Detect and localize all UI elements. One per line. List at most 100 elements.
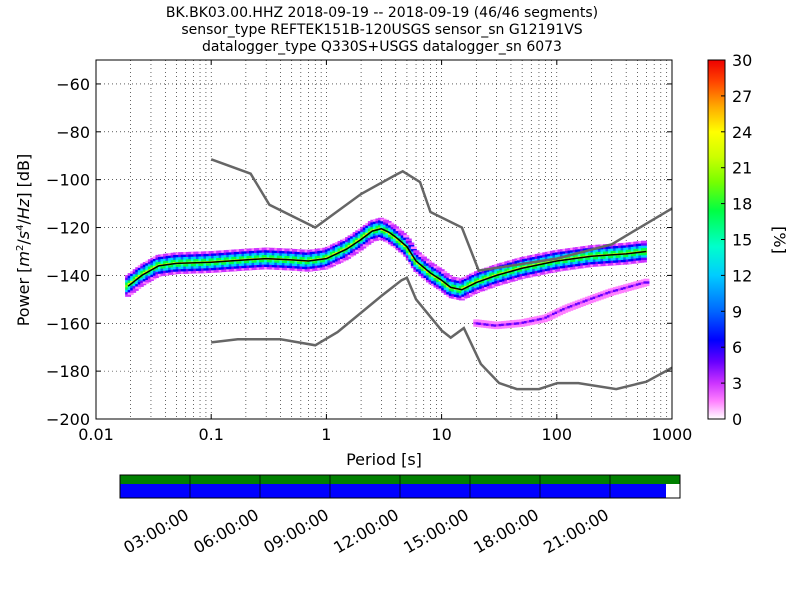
heatmap-cell — [147, 278, 154, 281]
heatmap-cell — [425, 260, 432, 264]
y-tick-label: −100 — [46, 171, 90, 190]
heatmap-cell — [400, 232, 407, 236]
chart-title: BK.BK03.00.HHZ 2018-09-19 -- 2018-09-19 … — [166, 5, 598, 55]
heatmap-cell — [398, 230, 405, 234]
y-tick-label: −60 — [56, 75, 90, 94]
heatmap-cell — [640, 255, 647, 258]
heatmap-cell — [643, 281, 650, 284]
heatmap-cell — [436, 267, 443, 271]
heatmap-cell — [360, 245, 367, 249]
noise-model-curves — [127, 158, 673, 391]
heatmap-cell — [135, 286, 142, 289]
heatmap-cell — [405, 238, 412, 242]
heatmap-cell — [640, 243, 647, 246]
heatmap-cell — [403, 235, 410, 238]
colorbar-tick-label: 6 — [732, 338, 742, 357]
heatmap-cell — [428, 262, 435, 266]
colorbar-tick-label: 27 — [732, 87, 752, 106]
heatmap-cell — [362, 244, 369, 247]
colorbar-tick-label: 30 — [732, 51, 752, 70]
colorbar-label: [%] — [770, 226, 789, 254]
x-tick-label: 1 — [321, 425, 331, 444]
plot-area: 0.01 0.1 1 10 100 1000 −60 −80 −100 −120 −140 −160… — [46, 59, 692, 444]
colorbar-tick-label: 9 — [732, 302, 742, 321]
heatmap-cell — [355, 249, 362, 253]
heatmap-cell — [150, 276, 157, 280]
heatmap-cell — [640, 252, 647, 256]
heatmap-cell — [441, 271, 448, 274]
heatmap-cell — [640, 259, 647, 263]
y-axis-label: Power [m2/s4/Hz] [dB] — [14, 154, 33, 327]
heatmap-cell — [410, 246, 417, 250]
heatmap-cell — [433, 265, 440, 269]
heatmap-cell — [640, 257, 647, 261]
heatmap-cell — [393, 226, 400, 229]
title-line-3: datalogger_type Q330S+USGS datalogger_sn… — [202, 39, 562, 55]
time-tick-label: 12:00:00 — [330, 505, 402, 557]
heatmap-cell — [137, 284, 144, 287]
heatmap-cell — [127, 292, 134, 295]
colorbar-ticks: 0 3 6 9 12 15 18 21 24 27 30 — [721, 51, 752, 429]
heatmap-cell — [395, 228, 402, 232]
x-axis-ticks: 0.01 0.1 1 10 100 1000 — [78, 60, 692, 444]
y-tick-label: −160 — [46, 314, 90, 333]
heatmap-cell — [446, 275, 453, 278]
heatmap-cell — [640, 247, 647, 251]
y-tick-label: −80 — [56, 123, 90, 142]
heatmap-cell — [152, 275, 159, 279]
plot-frame — [95, 59, 673, 420]
heatmap-cell — [390, 224, 397, 228]
heatmap-cell — [352, 251, 359, 254]
heatmap-cell — [420, 256, 427, 260]
noise-model-high — [210, 158, 673, 273]
x-tick-label: 1000 — [652, 425, 693, 444]
heatmap-cell — [342, 257, 349, 261]
heatmap-cell — [410, 248, 417, 252]
psd-heatmap — [125, 217, 650, 330]
time-tick-label: 06:00:00 — [190, 505, 262, 557]
heatmap-cell — [640, 240, 647, 244]
heatmap-cell — [145, 279, 152, 283]
noise-model-low — [211, 276, 673, 391]
colorbar: 0 3 6 9 12 15 18 21 24 27 30 [%] — [707, 51, 789, 429]
x-tick-label: 100 — [542, 425, 573, 444]
colorbar-tick-label: 12 — [732, 266, 752, 285]
heatmap-cell — [643, 278, 650, 282]
heatmap-cell — [347, 254, 354, 258]
time-tick-label: 09:00:00 — [260, 505, 332, 557]
heatmap-cell — [640, 245, 647, 249]
x-tick-label: 0.01 — [78, 425, 114, 444]
colorbar-tick-label: 15 — [732, 231, 752, 250]
heatmap-cell — [132, 288, 139, 291]
heatmap-cell — [408, 242, 415, 246]
y-tick-label: −140 — [46, 266, 90, 285]
colorbar-tick-label: 18 — [732, 195, 752, 214]
heatmap-cell — [438, 269, 445, 272]
colorbar-tick-label: 3 — [732, 374, 742, 393]
heatmap-cell — [413, 250, 420, 253]
heatmap-cell — [130, 290, 137, 293]
mean-psd-line — [127, 227, 647, 291]
colorbar-tick-label: 0 — [732, 410, 742, 429]
heatmap-cell — [405, 240, 412, 244]
segment-status: 03:00:0006:00:0009:00:0012:00:0015:00:00… — [119, 474, 681, 557]
y-tick-label: −200 — [46, 410, 90, 429]
heatmap-cell — [431, 264, 438, 267]
time-tick-label: 03:00:00 — [120, 505, 192, 557]
heatmap-cell — [385, 220, 392, 224]
heatmap-cell — [388, 222, 395, 226]
processed-segments-bar — [120, 484, 666, 498]
colorbar-tick-label: 24 — [732, 123, 752, 142]
heatmap-cell — [357, 247, 364, 251]
heatmap-cell — [140, 282, 147, 286]
heatmap-cell — [415, 252, 422, 255]
x-tick-label: 10 — [431, 425, 451, 444]
heatmap-cell — [350, 252, 357, 256]
time-tick-label: 18:00:00 — [470, 505, 542, 557]
time-tick-label: 15:00:00 — [400, 505, 472, 557]
y-axis-ticks: −60 −80 −100 −120 −140 −160 −180 −200 — [46, 75, 672, 429]
heatmap-cell — [423, 258, 430, 262]
colorbar-tick-label: 21 — [732, 159, 752, 178]
heatmap-cell — [643, 283, 650, 287]
